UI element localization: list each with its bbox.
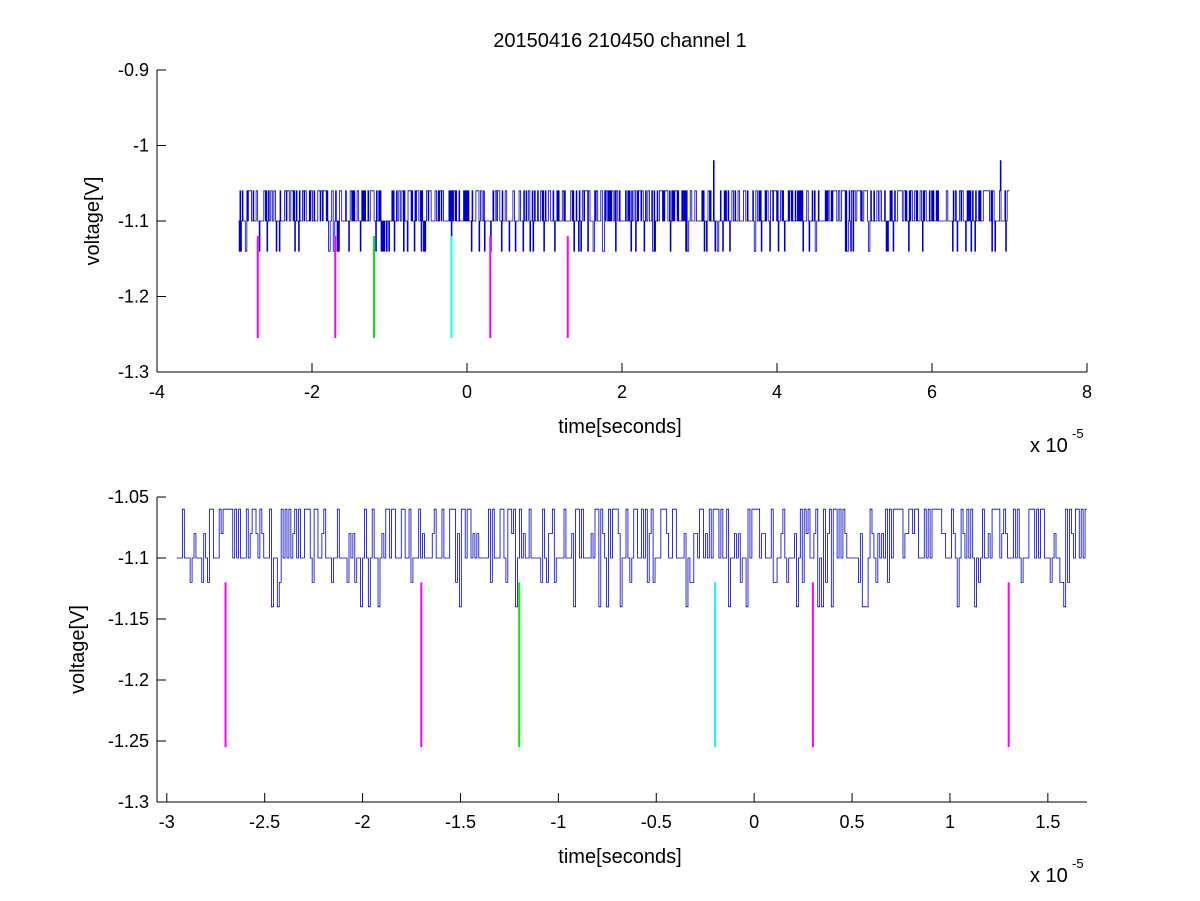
- y-tick-label: -1.3: [118, 792, 149, 812]
- x-axis-label: time[seconds]: [558, 416, 681, 438]
- y-tick-label: -1.25: [108, 731, 149, 751]
- y-tick-label: -1.2: [118, 287, 149, 307]
- y-axis-label: voltage[V]: [67, 605, 89, 694]
- x-multiplier-exponent: -5: [1072, 856, 1084, 871]
- x-tick-label: -2: [355, 812, 371, 832]
- x-tick-label: 4: [772, 382, 782, 402]
- figure-title: 20150416 210450 channel 1: [493, 30, 747, 52]
- x-tick-label: -3: [159, 812, 175, 832]
- x-tick-label: -1: [550, 812, 566, 832]
- x-tick-label: 0: [749, 812, 759, 832]
- y-tick-label: -1.3: [118, 362, 149, 382]
- x-multiplier-exponent: -5: [1072, 426, 1084, 441]
- x-tick-label: 0.5: [840, 812, 865, 832]
- x-tick-label: 1.5: [1035, 812, 1060, 832]
- y-tick-label: -1.05: [108, 487, 149, 507]
- x-tick-label: -4: [149, 382, 165, 402]
- x-tick-label: 6: [927, 382, 937, 402]
- x-multiplier-label: x 10: [1030, 865, 1068, 887]
- x-tick-label: 2: [617, 382, 627, 402]
- y-tick-label: -1.1: [118, 211, 149, 231]
- x-multiplier-label: x 10: [1030, 435, 1068, 457]
- signal-trace: [238, 160, 1010, 252]
- x-tick-label: -2: [304, 382, 320, 402]
- top-panel: -1.3 -1.2 -1.1 -1 -0.9 -4 -2 0 2 4 6 8 time[seconds]…: [82, 60, 1092, 457]
- y-tick-label: -1.2: [118, 670, 149, 690]
- signal-trace: [176, 508, 1087, 608]
- y-tick-label: -1: [133, 136, 149, 156]
- x-tick-label: 1: [945, 812, 955, 832]
- x-tick-label: -2.5: [249, 812, 280, 832]
- y-tick-label: -1.1: [118, 548, 149, 568]
- y-axis-label: voltage[V]: [82, 177, 104, 266]
- x-tick-label: -1.5: [445, 812, 476, 832]
- x-tick-label: -0.5: [641, 812, 672, 832]
- x-tick-label: 0: [462, 382, 472, 402]
- y-tick-label: -1.15: [108, 609, 149, 629]
- bottom-panel: -1.3 -1.25 -1.2 -1.15 -1.1 -1.05 -3 -2.5 -2 -1.5 -…: [67, 487, 1087, 887]
- x-axis-label: time[seconds]: [558, 846, 681, 868]
- y-tick-label: -0.9: [118, 60, 149, 80]
- x-tick-label: 8: [1082, 382, 1092, 402]
